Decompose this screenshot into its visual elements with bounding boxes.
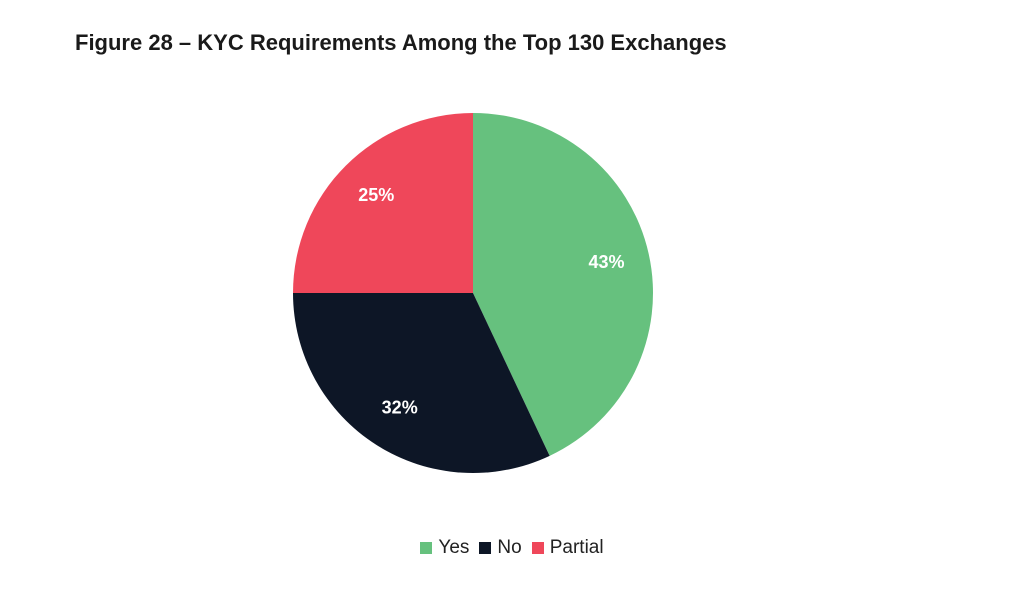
pie-slice: [293, 293, 550, 474]
legend-item: Partial: [531, 537, 604, 559]
legend-item: Yes: [420, 537, 469, 559]
legend-label: No: [497, 537, 522, 558]
legend-swatch: [479, 542, 492, 554]
legend-swatch: [531, 542, 544, 554]
legend-label: Yes: [438, 537, 470, 558]
slice-label: 43%: [588, 252, 624, 272]
slice-label: 25%: [358, 185, 394, 205]
pie-slice: [473, 113, 653, 456]
legend-label: Partial: [549, 537, 604, 558]
slice-label: 32%: [382, 397, 418, 417]
legend: Yes No Partial: [0, 537, 1024, 559]
legend-swatch: [420, 542, 433, 554]
chart-title: Figure 28 – KYC Requirements Among the T…: [75, 30, 727, 55]
pie-slice: [293, 113, 473, 293]
legend-item: No: [479, 537, 522, 559]
